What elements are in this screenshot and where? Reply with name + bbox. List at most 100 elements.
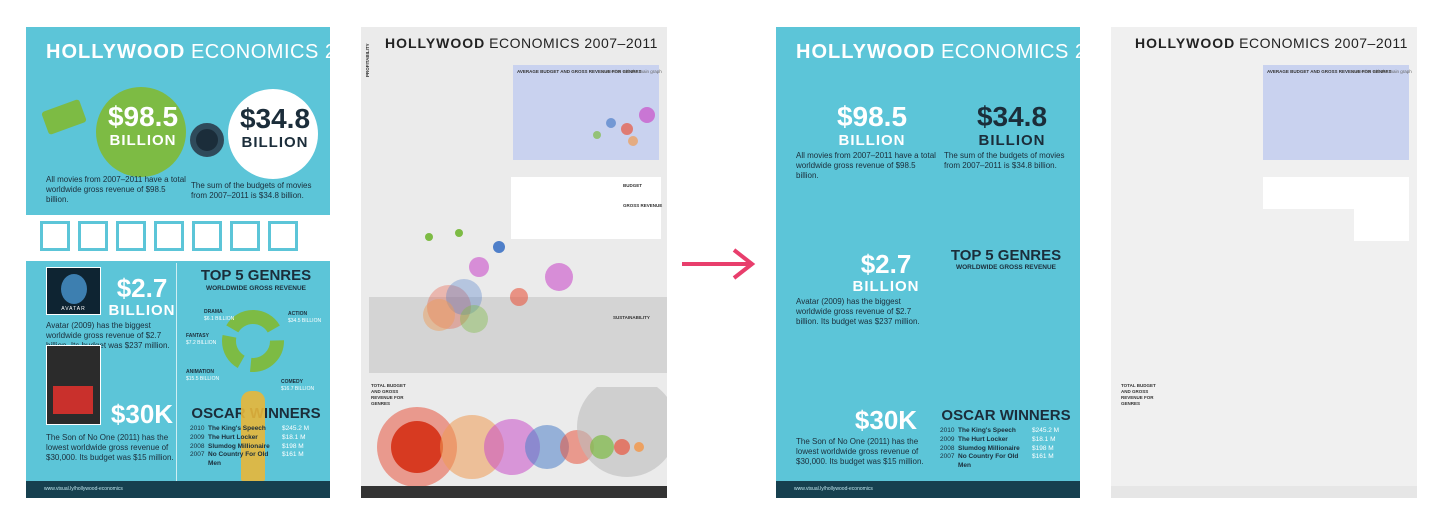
genre-total-bubble [440, 415, 504, 479]
genre-total-bubble [614, 439, 630, 455]
film-frame [192, 221, 222, 251]
infographic-panel-simplified: HOLLYWOOD ECONOMICS 2007–2011 $98.5BILLI… [776, 27, 1080, 498]
simplified-gross-caption: All movies from 2007–2011 have a total w… [796, 151, 936, 180]
genre-total-bubble [634, 442, 644, 452]
son-poster-red [53, 386, 93, 414]
mini-bubble [639, 107, 655, 123]
oscar-row: 2007 No Country For Old Men $161 M [940, 453, 1054, 470]
scatter-bubble [545, 263, 573, 291]
scatter-bubble [510, 288, 528, 306]
simplified-bubbles-title: TOTAL BUDGET AND GROSS REVENUE FOR GENRE… [1121, 383, 1156, 407]
simplified-footer: www.visual.ly/hollywood-economics [776, 481, 1080, 498]
oscar-list: 2010 The King's Speech $245.2 M 2009 The Hu… [190, 425, 312, 469]
genre-drama: DRAMA $6.1 BILLION [204, 309, 235, 322]
genre-action: ACTION $34.5 BILLION [288, 311, 322, 324]
infographic-title: HOLLYWOOD ECONOMICS 2007–2011 [46, 41, 330, 63]
oscar-statue-icon [241, 391, 265, 481]
bubbles-title: TOTAL BUDGET AND GROSS REVENUE FOR GENRE… [371, 383, 406, 407]
genre-bubbles-mini [593, 107, 655, 146]
avatar-amount: $2.7 BILLION [108, 273, 176, 319]
axis-sustainability: SUSTAINABILITY [613, 315, 650, 320]
arrow-right-icon [682, 248, 756, 280]
oscar-row: 2010 The King's Speech $245.2 M [940, 427, 1060, 434]
film-frame [154, 221, 184, 251]
genre-total-bubble [577, 387, 667, 477]
chart-panel-original: HOLLYWOOD ECONOMICS 2007–2011 PROFITABIL… [361, 27, 667, 498]
axis-profitability: PROFITABILITY [365, 43, 370, 77]
simplified-budget-box [1263, 65, 1409, 160]
oscar-row: 2009 The Hurt Locker $18.1 M [190, 433, 306, 441]
oscar-row: 2008 Slumdog Millionaire $198 M [940, 444, 1054, 452]
genre-totals-bubbles [377, 387, 667, 487]
simplified-son-amount: $30K [854, 405, 918, 435]
genre-total-bubble [391, 421, 443, 473]
oscar-row: 2009 The Hurt Locker $18.1 M [940, 435, 1056, 443]
genre-total-bubble [590, 435, 614, 459]
total-gross-caption: All movies from 2007–2011 have a total w… [46, 175, 186, 204]
scatter-bubble [493, 241, 505, 253]
mini-bubble [628, 136, 638, 146]
scatter-bubble [469, 257, 489, 277]
genre-budget-title: AVERAGE BUDGET AND GROSS REVENUE FOR GEN… [517, 69, 642, 74]
ticket-icon [41, 98, 87, 136]
genre-comedy: COMEDY $16.7 BILLION [281, 379, 315, 392]
genre-animation: ANIMATION $15.5 BILLION [186, 369, 220, 382]
genres-subtitle: WORLDWIDE GROSS REVENUE [205, 285, 307, 292]
oscar-row: 2010 The King's Speech $245.2 M [190, 425, 310, 432]
simplified-oscar-title: OSCAR WINNERS [941, 407, 1071, 424]
avatar-face [61, 274, 87, 304]
mini-bubble [593, 131, 601, 139]
genre-total-bubble [525, 425, 569, 469]
total-budget-amount: $34.8 BILLION [239, 103, 311, 151]
simplified-gross-amount: $98.5 BILLION [836, 101, 908, 149]
simplified-genres-subtitle: WORLDWIDE GROSS REVENUE [955, 264, 1057, 271]
total-gross-amount: $98.5 BILLION [107, 101, 179, 149]
son-poster [46, 345, 101, 425]
main-scatter [369, 229, 667, 373]
avatar-caption: Avatar (2009) has the biggest worldwide … [46, 321, 170, 350]
simplified-legend-box [1263, 177, 1409, 209]
genres-donut [222, 310, 284, 372]
simplified-chart-footer [1111, 486, 1417, 498]
simplified-budget-caption: The sum of the budgets of movies from 20… [944, 151, 1065, 170]
chart-panel-simplified: HOLLYWOOD ECONOMICS 2007–2011 AVERAGE BU… [1111, 27, 1417, 498]
son-caption: The Son of No One (2011) has the lowest … [46, 433, 174, 462]
genre-total-bubble [484, 419, 540, 475]
simplified-oscar-list: 2010 The King's Speech $245.2 M 2009 The Hu… [940, 427, 1062, 471]
scatter-cloud [427, 285, 471, 329]
infographic-panel-original: HOLLYWOOD ECONOMICS 2007–2011 $98.5BILLI… [26, 27, 330, 498]
simplified-avatar-amount: $2.7 BILLION [852, 249, 920, 295]
chart-footer [361, 486, 667, 498]
genres-title: TOP 5 GENRES [200, 267, 312, 284]
film-frame [230, 221, 260, 251]
footer-url: www.visual.ly/hollywood-economics [44, 486, 123, 492]
loss-zone [369, 297, 667, 373]
genre-fantasy: FANTASY $7.2 BILLION [186, 333, 217, 346]
simplified-legend-box-lower [1354, 209, 1409, 241]
film-frame [268, 221, 298, 251]
chart-title: HOLLYWOOD ECONOMICS 2007–2011 [385, 35, 658, 51]
arrow-head [732, 248, 756, 280]
oscar-row: 2007 No Country For Old Men $161 M [190, 451, 304, 468]
gross-circle [96, 87, 186, 177]
simplified-budget-title: AVERAGE BUDGET AND GROSS REVENUE FOR GEN… [1267, 69, 1392, 74]
simplified-footer-url: www.visual.ly/hollywood-economics [794, 486, 873, 492]
simplified-avatar-caption: Avatar (2009) has the biggest worldwide … [796, 297, 920, 326]
avatar-poster-text: AVATAR [61, 306, 86, 312]
simplified-genres-title: TOP 5 GENRES [950, 247, 1062, 264]
film-frame [40, 221, 70, 251]
film-frame [116, 221, 146, 251]
donut-ring [222, 310, 284, 372]
legend-budget: BUDGET [623, 183, 642, 188]
scatter-cloud [460, 305, 488, 333]
scatter-cloud [446, 279, 482, 315]
son-amount: $30K [110, 399, 174, 429]
scatter-bubble [455, 229, 463, 237]
oscar-row: 2008 Slumdog Millionaire $198 M [190, 442, 304, 450]
footer-bar: www.visual.ly/hollywood-economics [26, 481, 330, 498]
scatter-cloud [423, 299, 455, 331]
film-frame [78, 221, 108, 251]
divider-vertical [176, 263, 177, 481]
simplified-chart-title: HOLLYWOOD ECONOMICS 2007–2011 [1135, 35, 1408, 51]
total-budget-caption: The sum of the budgets of movies from 20… [191, 181, 312, 200]
